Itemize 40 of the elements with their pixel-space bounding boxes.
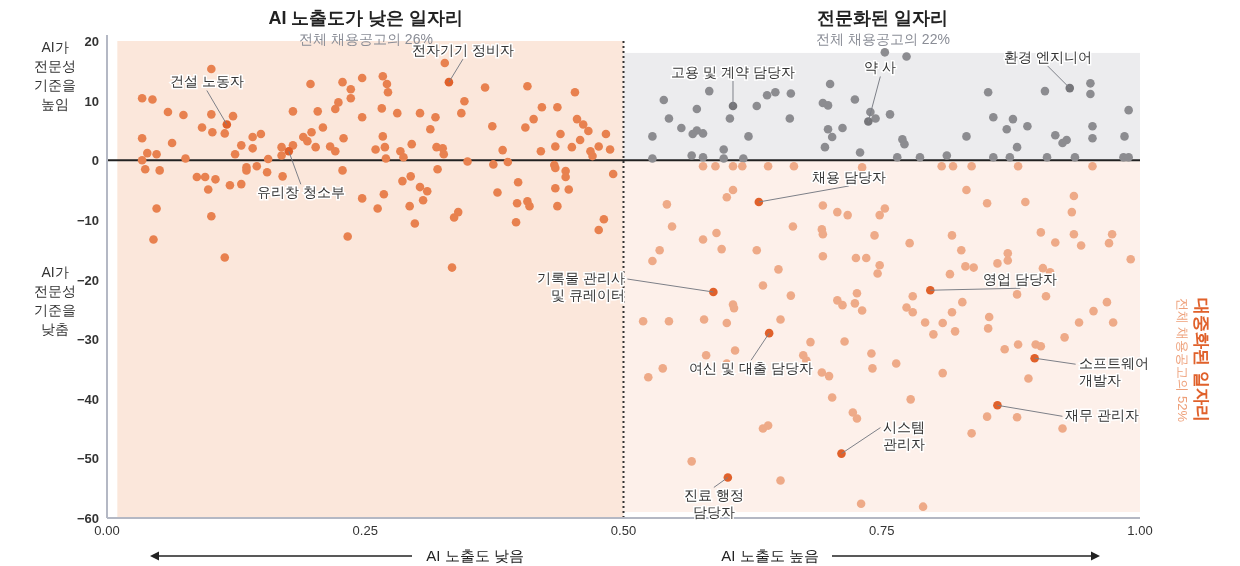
annotation: 시스템 관리자: [883, 418, 926, 452]
annotation: 여신 및 대출 담당자: [689, 360, 813, 377]
y-tick-label: −50: [76, 451, 99, 467]
y-tick-label: 10: [84, 93, 99, 109]
annotation: 기록물 관리사 및 큐레이터: [537, 270, 626, 304]
text: AI 노출도가 낮은 일자리: [268, 8, 464, 28]
text: 전문화된 일자리: [817, 8, 949, 28]
annotation: 진료 행정 담당자: [683, 487, 744, 521]
x-tick-label: 0.50: [610, 523, 637, 538]
y-tick-label: −40: [76, 391, 99, 407]
annotation: 고용 및 계약 담당자: [671, 63, 795, 80]
y-tick-label: 20: [84, 34, 99, 49]
annotation: 전체 채용공고의 22%: [816, 31, 950, 47]
annotation: 영업 담당자: [983, 271, 1058, 288]
point: [723, 473, 733, 482]
y-tick-label: −60: [76, 511, 99, 526]
x-tick-label: 0.75: [869, 523, 895, 538]
x-tick-label: 0.25: [352, 523, 378, 538]
text: AI가 전문성 기준을 높임: [34, 39, 76, 112]
text: AI 노출도 높음: [721, 547, 819, 564]
x-tick-label: 1.00: [1127, 523, 1153, 538]
annotation: 유리창 청소부: [256, 184, 345, 201]
point: [837, 449, 846, 458]
annotation: 재무 관리자: [1065, 407, 1140, 424]
y-tick-label: −30: [76, 332, 99, 348]
annotation: 채용 담당자: [811, 168, 886, 185]
x-tick-label: 0.00: [94, 523, 120, 538]
annotation: 소프트웨어 개발자: [1078, 355, 1149, 389]
annotation: 건설 노동자: [169, 73, 244, 90]
text: 전체 채용공고의 52%: [1175, 297, 1190, 423]
text: 대중화된 일자리: [1192, 298, 1211, 422]
annotation: 약 사: [864, 59, 897, 76]
annotation: 환경 엔지니어: [1003, 49, 1092, 66]
y-tick-label: −10: [76, 212, 99, 228]
text: AI가 전문성 기준을 낮춤: [34, 264, 76, 337]
text: AI 노출도 낮음: [426, 547, 524, 564]
y-tick-label: 0: [91, 153, 99, 169]
y-tick-label: −20: [76, 272, 99, 288]
point: [222, 120, 232, 129]
point: [1030, 353, 1039, 363]
